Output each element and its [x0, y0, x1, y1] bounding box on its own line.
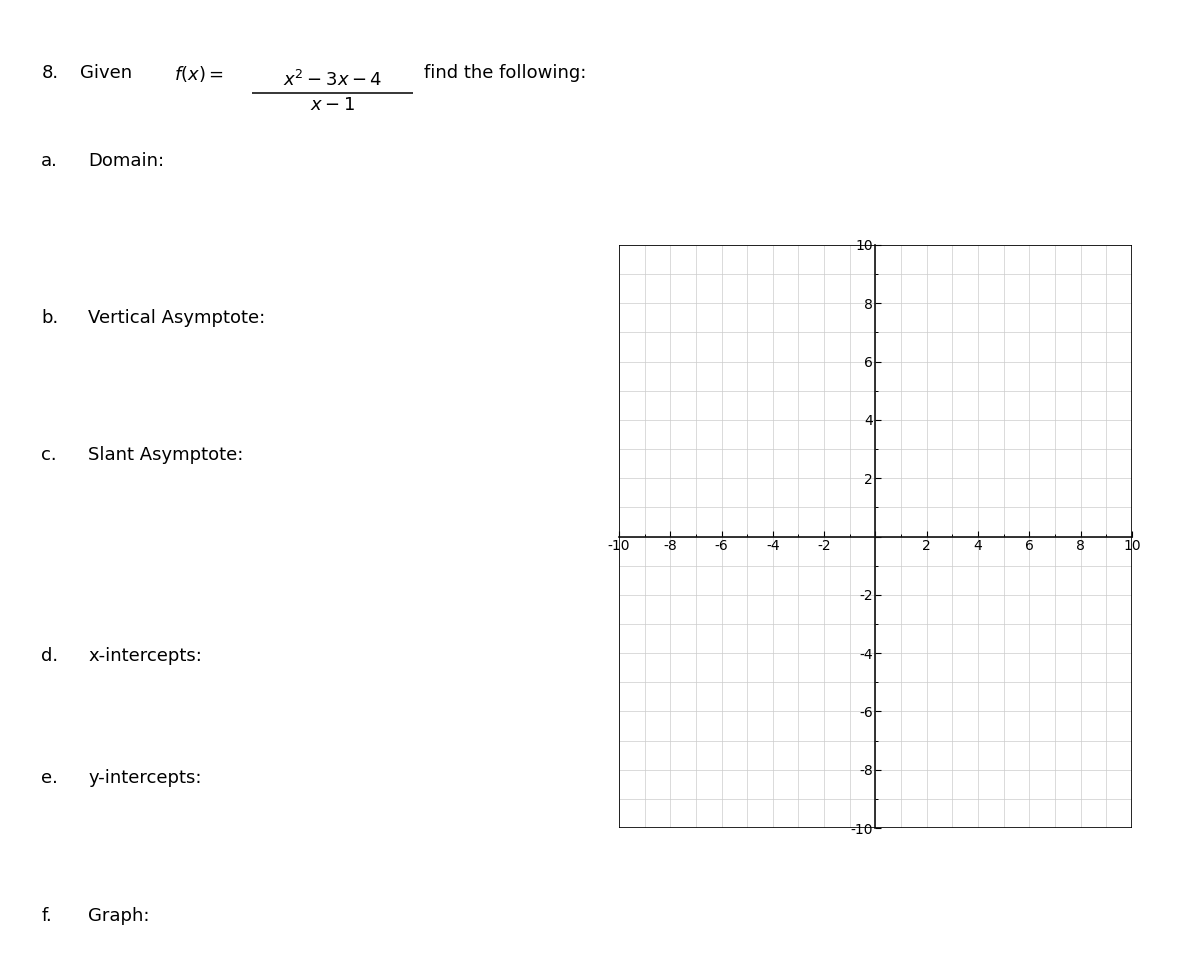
Text: Vertical Asymptote:: Vertical Asymptote:: [88, 309, 265, 326]
Text: $x^2-3x-4$: $x^2-3x-4$: [283, 70, 382, 90]
Text: Slant Asymptote:: Slant Asymptote:: [88, 446, 244, 464]
Text: d.: d.: [41, 647, 59, 664]
Text: x-intercepts:: x-intercepts:: [88, 647, 203, 664]
Text: find the following:: find the following:: [424, 64, 587, 81]
Text: f.: f.: [41, 906, 52, 924]
Text: b.: b.: [41, 309, 59, 326]
Text: e.: e.: [41, 769, 58, 787]
Text: c.: c.: [41, 446, 57, 464]
Text: Given: Given: [80, 64, 132, 81]
Text: 8.: 8.: [41, 64, 59, 81]
Text: Domain:: Domain:: [88, 152, 165, 170]
Text: a.: a.: [41, 152, 58, 170]
Text: $f(x) =$: $f(x) =$: [174, 64, 224, 83]
Text: y-intercepts:: y-intercepts:: [88, 769, 202, 787]
Text: $x-1$: $x-1$: [310, 96, 355, 114]
Text: Graph:: Graph:: [88, 906, 150, 924]
